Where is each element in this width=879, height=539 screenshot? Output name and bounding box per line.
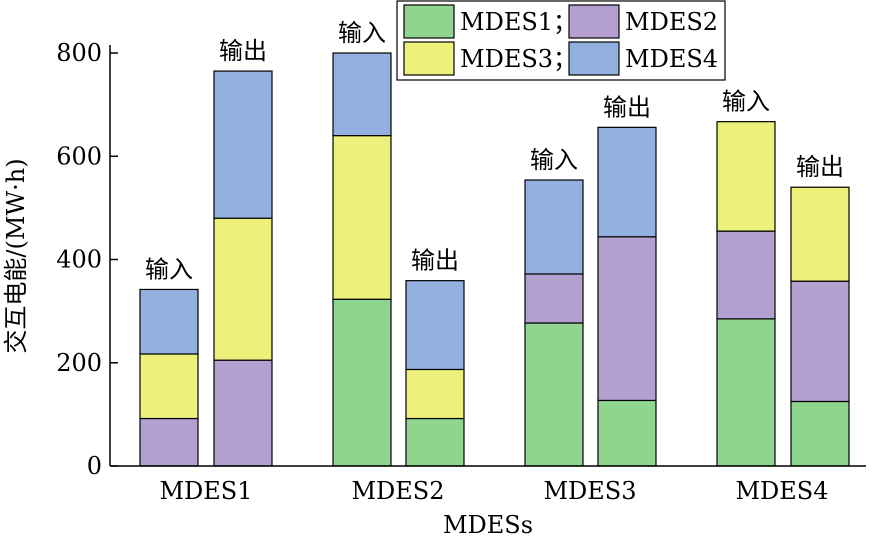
bar-segment [716,318,776,467]
bar-segment [790,280,850,403]
bar-annotation: 输出 [411,247,459,275]
y-axis-title: 交互电能/(MW·h) [2,158,30,353]
legend-label: MDES2 [625,8,718,36]
x-category-label: MDES4 [735,477,828,505]
bar-annotation: 输出 [603,93,651,121]
bar-segment [139,288,199,355]
bar-segment [524,322,584,467]
legend-label: MDES1； [460,8,577,36]
bar-segment [790,186,850,282]
y-tick-label: 400 [56,246,102,274]
bars-layer [139,52,850,467]
legend-swatch [568,41,620,76]
legend-swatch [403,4,455,39]
bar-segment [139,417,199,467]
bar-segment [597,126,657,238]
y-tick-label: 800 [56,39,102,67]
bar-segment [213,70,273,219]
axes [109,45,866,467]
bar-segment [524,179,584,275]
x-axis-title: MDESs [443,511,533,539]
x-category-label: MDES2 [351,477,444,505]
bar-segment [405,280,465,371]
bar-segment [716,121,776,232]
bar-segment [597,399,657,467]
bar-annotation: 输入 [145,255,193,283]
legend-swatch [568,4,620,39]
bar-annotation: 输出 [796,153,844,181]
bar-segment [597,236,657,402]
bar-annotation: 输入 [530,146,578,174]
bar-segment [139,353,199,420]
bar-segment [332,52,392,137]
bar-segment [332,135,392,300]
legend-label: MDES3； [460,45,577,73]
y-ticks: 0 200 400 600 800 [56,39,118,480]
bar-annotation: 输入 [338,19,386,47]
bar-annotation: 输出 [219,37,267,65]
legend-label: MDES4 [625,45,718,73]
x-category-label: MDES1 [159,477,252,505]
bar-segment [213,217,273,361]
bar-segment [524,273,584,324]
bar-segment [716,230,776,320]
x-category-labels: MDES1 MDES2 MDES3 MDES4 [159,477,828,505]
bar-segment [405,368,465,420]
bar-segment [213,359,273,467]
y-tick-label: 200 [56,349,102,377]
bar-annotation: 输入 [722,88,770,116]
bar-segment [790,400,850,467]
x-category-label: MDES3 [543,477,636,505]
y-tick-label: 0 [87,452,102,480]
bar-segment [405,417,465,467]
y-tick-label: 600 [56,142,102,170]
legend: MDES1； MDES2 MDES3； MDES4 [396,0,726,81]
legend-swatch [403,41,455,76]
bar-segment [332,298,392,467]
